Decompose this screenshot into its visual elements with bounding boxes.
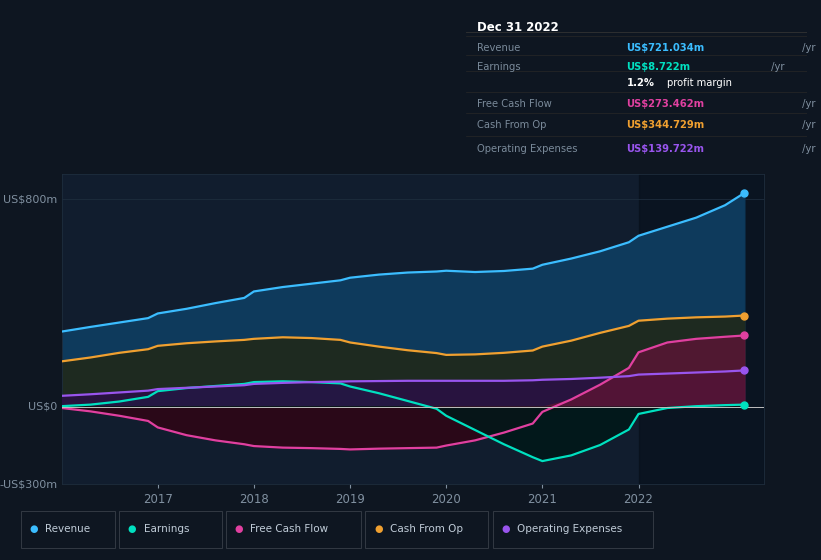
- Text: Free Cash Flow: Free Cash Flow: [250, 525, 328, 534]
- Text: Cash From Op: Cash From Op: [476, 120, 546, 130]
- Text: US$273.462m: US$273.462m: [626, 99, 704, 109]
- Text: ●: ●: [235, 525, 243, 534]
- Text: Free Cash Flow: Free Cash Flow: [476, 99, 551, 109]
- Text: US$800m: US$800m: [3, 194, 57, 204]
- Text: US$344.729m: US$344.729m: [626, 120, 704, 130]
- Text: Cash From Op: Cash From Op: [390, 525, 463, 534]
- Text: US$721.034m: US$721.034m: [626, 43, 704, 53]
- Text: -US$300m: -US$300m: [0, 479, 57, 489]
- Text: /yr: /yr: [799, 43, 815, 53]
- Text: US$0: US$0: [28, 402, 57, 412]
- Text: Operating Expenses: Operating Expenses: [476, 144, 577, 153]
- Text: profit margin: profit margin: [667, 78, 732, 88]
- Text: ●: ●: [128, 525, 136, 534]
- Text: Earnings: Earnings: [476, 62, 521, 72]
- Text: Dec 31 2022: Dec 31 2022: [476, 21, 558, 34]
- Text: Earnings: Earnings: [144, 525, 189, 534]
- Text: US$8.722m: US$8.722m: [626, 62, 690, 72]
- Bar: [639, 174, 764, 484]
- Text: /yr: /yr: [799, 99, 815, 109]
- Text: ●: ●: [30, 525, 38, 534]
- Text: Operating Expenses: Operating Expenses: [517, 525, 622, 534]
- Text: /yr: /yr: [799, 144, 815, 153]
- Text: US$139.722m: US$139.722m: [626, 144, 704, 153]
- Text: ●: ●: [502, 525, 510, 534]
- Text: /yr: /yr: [768, 62, 784, 72]
- Text: 1.2%: 1.2%: [626, 78, 654, 88]
- Text: Revenue: Revenue: [476, 43, 520, 53]
- Text: /yr: /yr: [799, 120, 815, 130]
- Text: Revenue: Revenue: [45, 525, 90, 534]
- Text: ●: ●: [374, 525, 383, 534]
